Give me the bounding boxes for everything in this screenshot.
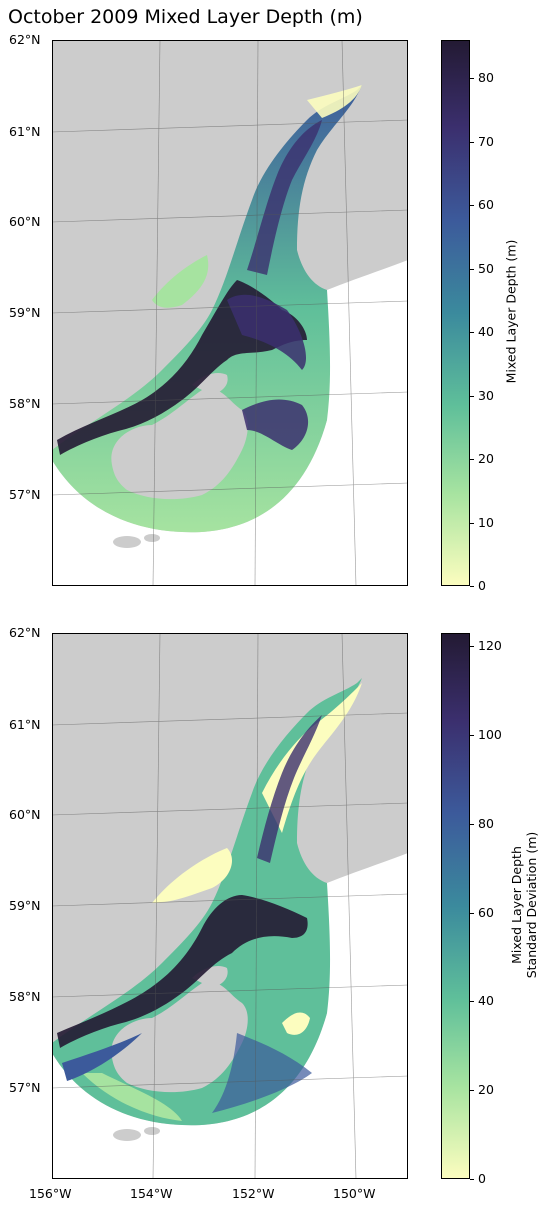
cook-inlet-channel	[257, 715, 322, 863]
mld-map	[52, 40, 408, 586]
colorbar-tick-mark	[470, 646, 474, 648]
colorbar-tick-mark	[470, 268, 474, 270]
colorbar-tick-mark	[470, 141, 474, 143]
graticule	[52, 40, 408, 586]
lat-tick-label: 60°N	[9, 807, 41, 822]
lat-tick-label: 61°N	[9, 717, 41, 732]
lon-tick-label: 150°W	[333, 1186, 376, 1201]
colorbar-tick-mark	[470, 205, 474, 207]
colorbar-tick-mark	[470, 395, 474, 397]
colorbar-label-line: Standard Deviation (m)	[524, 831, 539, 979]
mld-std-colorbar	[441, 633, 470, 1179]
mld-std-colorbar-label: Mixed Layer Depth Standard Deviation (m)	[509, 780, 539, 1030]
colorbar-tick-mark	[470, 823, 474, 825]
colorbar-tick-mark	[470, 1001, 474, 1003]
std-high-band	[57, 895, 308, 1048]
lat-tick-label: 58°N	[9, 989, 41, 1004]
island-small	[113, 1129, 141, 1141]
outside-domain	[52, 853, 408, 1179]
colorbar-tick-mark	[470, 459, 474, 461]
colorbar-label-line: Mixed Layer Depth (m)	[503, 239, 519, 384]
island-small	[113, 536, 141, 548]
lat-tick-label: 59°N	[9, 898, 41, 913]
colorbar-tick-label: 20	[478, 1082, 494, 1098]
lon-tick-label: 152°W	[232, 1186, 275, 1201]
figure-title: October 2009 Mixed Layer Depth (m)	[8, 6, 363, 28]
colorbar-tick-label: 0	[478, 1171, 486, 1186]
kodiak-island	[111, 389, 248, 500]
lat-tick-label: 58°N	[9, 396, 41, 411]
colorbar-tick-mark	[470, 522, 474, 524]
colorbar-tick-label: 40	[478, 993, 494, 1009]
std-low-area	[152, 848, 232, 903]
lon-tick-label: 156°W	[29, 1186, 72, 1201]
lat-tick-label: 61°N	[9, 124, 41, 139]
colorbar-tick-label: 60	[478, 904, 494, 920]
colorbar-tick-mark	[470, 1090, 474, 1092]
colorbar-tick-mark	[470, 1179, 474, 1180]
mld-colorbar-label: Mixed Layer Depth (m)	[504, 187, 519, 437]
colorbar-tick-mark	[470, 78, 474, 80]
colorbar-tick-label: 20	[478, 451, 494, 467]
mld-std-map	[52, 633, 408, 1179]
colorbar-tick-label: 10	[478, 514, 494, 530]
colorbar-tick-label: 80	[478, 70, 494, 86]
colorbar-tick-label: 120	[478, 638, 502, 654]
colorbar-tick-label: 40	[478, 324, 494, 340]
lat-tick-label: 60°N	[9, 214, 41, 229]
colorbar-tick-label: 30	[478, 387, 494, 403]
kodiak-island	[111, 982, 248, 1093]
colorbar-tick-label: 80	[478, 815, 494, 831]
colorbar-label-line: Mixed Layer Depth	[509, 846, 524, 964]
colorbar-tick-label: 50	[478, 260, 494, 276]
colorbar-tick-label: 70	[478, 133, 494, 149]
colorbar-tick-label: 100	[478, 727, 502, 743]
colorbar-tick-label: 60	[478, 197, 494, 213]
lat-tick-label: 57°N	[9, 487, 41, 502]
lat-tick-label: 62°N	[9, 32, 41, 47]
colorbar-tick-mark	[470, 586, 474, 587]
lat-tick-label: 59°N	[9, 305, 41, 320]
colorbar-tick-label: 0	[478, 578, 486, 593]
cook-inlet-channel	[247, 120, 322, 275]
colorbar-tick-mark	[470, 332, 474, 334]
outside-domain	[52, 260, 408, 586]
colorbar-tick-mark	[470, 912, 474, 914]
lat-tick-label: 62°N	[9, 625, 41, 640]
graticule	[52, 633, 408, 1179]
lat-tick-label: 57°N	[9, 1080, 41, 1095]
colorbar-tick-mark	[470, 735, 474, 737]
mld-colorbar	[441, 40, 470, 586]
lon-tick-label: 154°W	[130, 1186, 173, 1201]
